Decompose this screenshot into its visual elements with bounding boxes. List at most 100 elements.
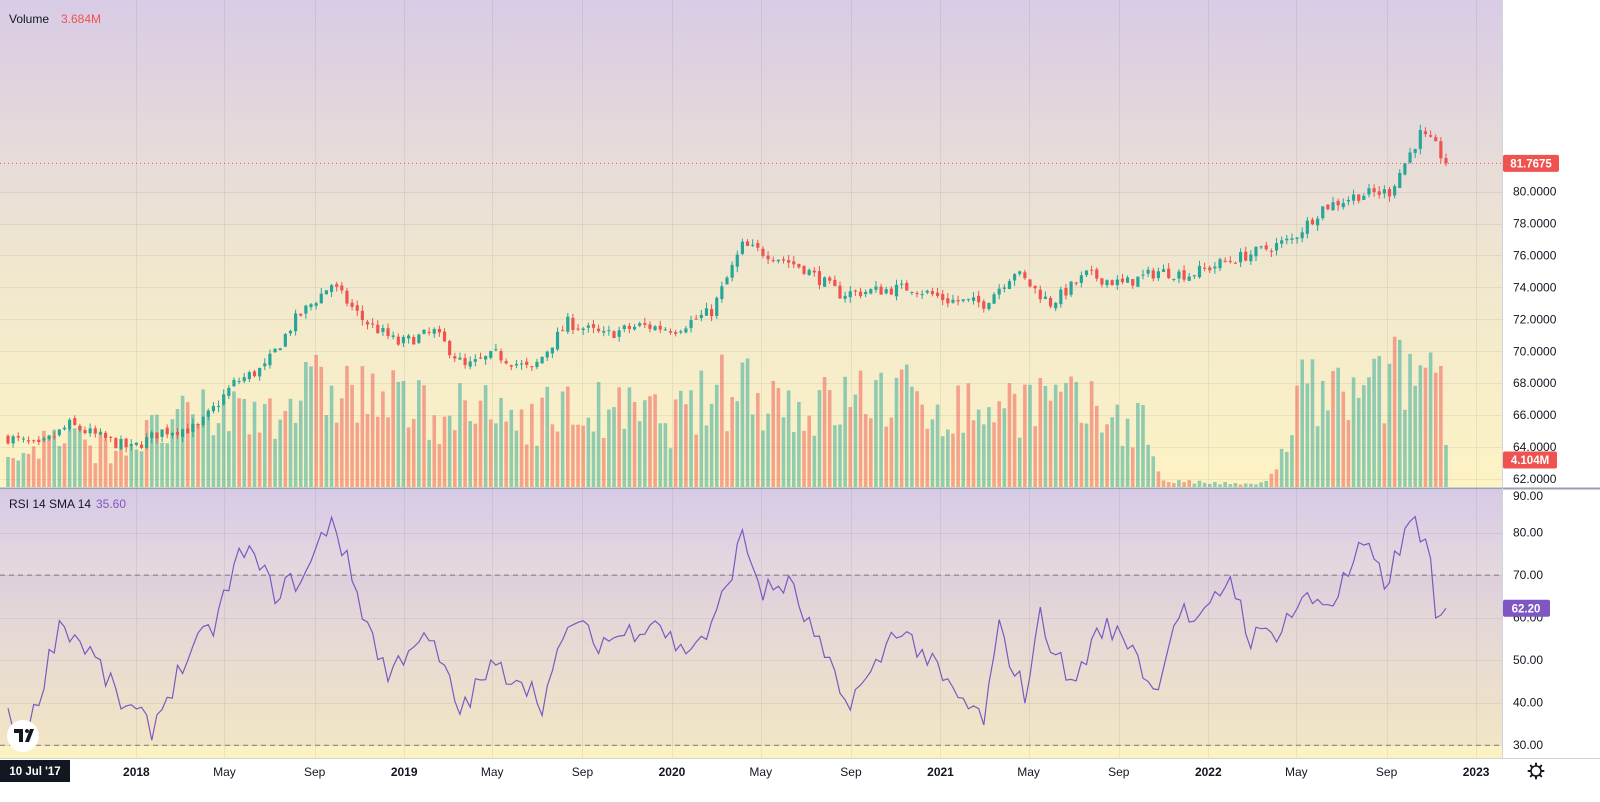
- volume-bar: [1141, 404, 1145, 487]
- volume-bar: [663, 423, 668, 487]
- volume-bar: [766, 413, 770, 487]
- candle-body: [555, 331, 560, 350]
- candle-body: [745, 241, 750, 246]
- candle-body: [1156, 271, 1160, 279]
- candle-body: [1172, 278, 1176, 280]
- candle-body: [391, 335, 395, 337]
- rsi-tick-label: 50.00: [1513, 653, 1543, 667]
- candle-body: [591, 324, 596, 328]
- candle-body: [1192, 275, 1196, 277]
- candle-body: [925, 290, 929, 293]
- volume-bar: [298, 400, 303, 487]
- time-tick-label: May: [481, 765, 504, 779]
- volume-bar: [607, 409, 611, 487]
- volume-bar: [345, 365, 349, 487]
- candle-body: [294, 313, 298, 332]
- volume-bar: [1341, 391, 1346, 487]
- time-tick-label: 2019: [391, 765, 418, 779]
- volume-bar: [1362, 385, 1366, 487]
- gear-icon[interactable]: [1527, 762, 1545, 780]
- volume-bar: [617, 387, 621, 487]
- candle-body: [607, 330, 611, 332]
- volume-bar: [191, 414, 195, 487]
- volume-bar: [858, 370, 863, 487]
- candle-body: [1187, 276, 1191, 281]
- candle-body: [1316, 218, 1320, 226]
- candle-body: [1259, 246, 1263, 248]
- volume-bar: [288, 398, 293, 487]
- candle-body: [792, 261, 796, 265]
- candle-body: [155, 432, 159, 439]
- volume-bar: [699, 370, 704, 487]
- volume-bar: [894, 377, 899, 487]
- tradingview-logo-icon[interactable]: [7, 720, 39, 752]
- legend-volume[interactable]: Volume 3.684M: [9, 12, 101, 26]
- volume-bar: [1315, 426, 1320, 487]
- volume-bar: [453, 430, 457, 487]
- volume-bar: [88, 445, 92, 487]
- candle-body: [1269, 250, 1273, 252]
- candle-body: [977, 295, 981, 303]
- candle-body: [1167, 268, 1171, 279]
- candle-body: [571, 317, 575, 330]
- volume-bar: [283, 410, 288, 487]
- time-axis-labels: 2018 May Sep 2019 May Sep 2020 May Sep 2021 May Sep…: [123, 765, 1490, 779]
- candle-body: [1341, 203, 1345, 208]
- volume-bar: [817, 390, 822, 487]
- volume-bar: [833, 425, 837, 487]
- volume-bar: [1439, 365, 1443, 487]
- candle-body: [1233, 262, 1238, 264]
- candle-body: [828, 277, 832, 281]
- candle-body: [833, 279, 837, 287]
- volume-bar: [740, 362, 745, 487]
- candle-body: [869, 289, 873, 294]
- candle-body: [802, 265, 806, 274]
- volume-bar: [1300, 359, 1304, 487]
- volume-bar: [535, 445, 539, 487]
- legend-rsi[interactable]: RSI 14 SMA 14 35.60: [9, 497, 126, 511]
- volume-bar: [1295, 385, 1299, 487]
- candle-body: [396, 336, 400, 345]
- candle-body: [509, 365, 513, 367]
- volume-bar: [714, 384, 719, 487]
- candle-body: [324, 290, 329, 295]
- volume-bar: [1033, 426, 1037, 487]
- candle-body: [417, 334, 421, 343]
- candle-body: [597, 328, 601, 332]
- rsi-last-tag-box: [1503, 599, 1550, 617]
- volume-bar: [1310, 359, 1315, 487]
- candle-body: [1007, 281, 1012, 289]
- volume-bar: [463, 400, 467, 487]
- volume-bar: [160, 442, 164, 487]
- candle-body: [26, 440, 31, 442]
- rsi-tick-label: 80.00: [1513, 526, 1543, 540]
- logo-mark: [14, 728, 34, 742]
- candle-body: [109, 436, 113, 438]
- volume-bar: [802, 430, 806, 487]
- candle-body: [1321, 206, 1325, 219]
- candle-body: [1254, 246, 1258, 257]
- gear-tooth: [1538, 773, 1543, 778]
- volume-bar: [596, 382, 601, 487]
- candle-body: [540, 356, 544, 364]
- candle-body: [437, 328, 441, 333]
- candle-body: [704, 308, 709, 316]
- volume-bar: [262, 403, 267, 487]
- volume-bar: [684, 404, 688, 487]
- candle-body: [751, 244, 755, 246]
- candle-body: [663, 329, 667, 331]
- candle-body: [1161, 269, 1166, 272]
- candle-body: [812, 270, 816, 273]
- candle-body: [535, 361, 539, 368]
- candle-body: [1387, 189, 1392, 197]
- volume-bar: [940, 436, 945, 487]
- volume-bar: [899, 369, 904, 487]
- volume-bar: [776, 387, 781, 487]
- candle-body: [1013, 274, 1017, 281]
- candle-body: [98, 432, 103, 435]
- volume-bar: [709, 403, 714, 487]
- volume-bar: [488, 419, 493, 487]
- volume-bar: [1038, 378, 1043, 487]
- volume-bar: [1428, 352, 1433, 487]
